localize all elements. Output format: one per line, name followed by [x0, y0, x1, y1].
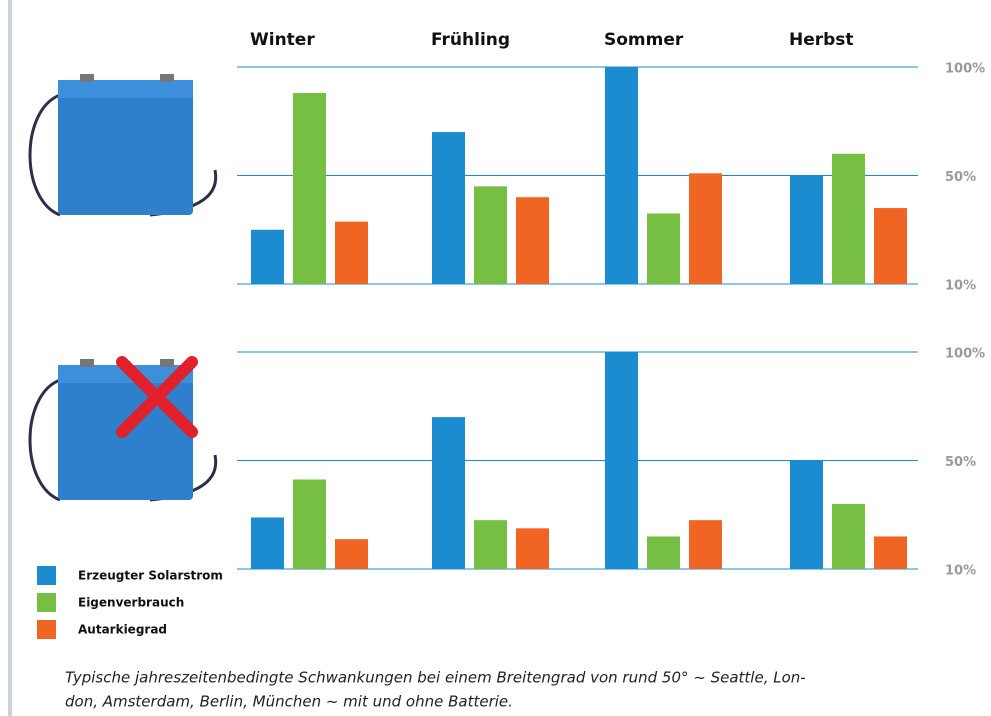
bar [832, 504, 865, 569]
side-rule [8, 0, 12, 716]
bar [335, 222, 368, 284]
y-tick-label: 50% [945, 170, 976, 185]
bar [432, 417, 465, 569]
bar [293, 93, 326, 284]
bar [474, 520, 507, 569]
bar [335, 539, 368, 569]
caption: don, Amsterdam, Berlin, München ~ mit un… [65, 693, 513, 711]
battery-image [30, 74, 216, 215]
legend-swatch [37, 593, 56, 612]
bar [516, 528, 549, 569]
category-label: Sommer [604, 30, 684, 50]
caption: Typische jahreszeitenbedingte Schwankung… [65, 669, 806, 687]
legend-label: Autarkiegrad [78, 623, 167, 637]
bar [689, 173, 722, 284]
y-tick-label: 10% [945, 564, 976, 579]
bar [874, 536, 907, 569]
bar [647, 213, 680, 284]
category-label: Herbst [789, 30, 854, 50]
infographic: Typische jahreszeitenbedingte Schwankung… [0, 0, 991, 716]
battery-image-crossed [30, 359, 216, 500]
bar [474, 186, 507, 284]
bar [251, 230, 284, 284]
y-tick-label: 50% [945, 455, 976, 470]
bar [605, 67, 638, 284]
category-label: Frühling [431, 30, 510, 50]
legend-swatch [37, 566, 56, 585]
legend-swatch [37, 620, 56, 639]
legend-label: Eigenverbrauch [78, 596, 184, 610]
bar [605, 352, 638, 569]
bar [874, 208, 907, 284]
y-tick-label: 100% [945, 62, 985, 77]
category-label: Winter [250, 30, 315, 50]
legend-label: Erzeugter Solarstrom [78, 569, 223, 583]
bar [516, 197, 549, 284]
bar [251, 517, 284, 569]
bar [432, 132, 465, 284]
bar [293, 479, 326, 569]
y-tick-label: 100% [945, 347, 985, 362]
bar [790, 461, 823, 570]
bar [832, 154, 865, 284]
bar [689, 520, 722, 569]
y-tick-label: 10% [945, 279, 976, 294]
bar [790, 176, 823, 285]
bar [647, 536, 680, 569]
